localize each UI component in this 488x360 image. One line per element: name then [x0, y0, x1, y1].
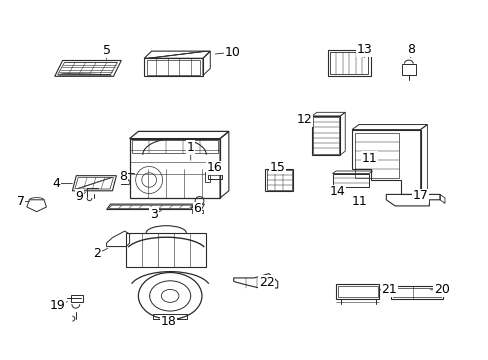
Text: 12: 12: [296, 113, 312, 126]
Bar: [327, 50, 370, 76]
Text: 16: 16: [206, 161, 222, 174]
Text: 22: 22: [258, 276, 274, 289]
Bar: [153, 314, 187, 319]
Bar: [144, 58, 203, 76]
Bar: [146, 60, 199, 75]
Bar: [354, 133, 398, 178]
Text: 7: 7: [17, 195, 24, 208]
Text: 10: 10: [224, 46, 240, 59]
Bar: [313, 117, 338, 154]
Bar: [132, 140, 217, 153]
Bar: [266, 170, 291, 190]
Bar: [390, 286, 442, 299]
Text: 2: 2: [93, 247, 101, 260]
Bar: [336, 284, 379, 299]
Bar: [129, 139, 220, 198]
Bar: [332, 174, 368, 187]
Bar: [264, 169, 293, 191]
Text: 1: 1: [186, 141, 194, 154]
Text: 3: 3: [150, 208, 158, 221]
Text: 11: 11: [361, 152, 376, 165]
Text: 14: 14: [329, 185, 345, 198]
Text: 4: 4: [52, 177, 60, 190]
Bar: [401, 64, 415, 75]
Text: 21: 21: [381, 283, 396, 296]
Text: 17: 17: [412, 189, 427, 202]
Bar: [207, 172, 222, 179]
Bar: [329, 52, 367, 74]
Bar: [71, 295, 83, 302]
Bar: [392, 288, 440, 297]
Text: 8: 8: [119, 170, 127, 183]
Text: 8: 8: [406, 43, 414, 56]
Text: 19: 19: [50, 299, 65, 312]
Text: 15: 15: [269, 161, 285, 174]
Bar: [311, 116, 340, 155]
Text: 11: 11: [351, 195, 367, 208]
Bar: [126, 233, 206, 267]
Text: 6: 6: [193, 202, 201, 215]
Bar: [192, 210, 203, 213]
Bar: [338, 286, 377, 297]
Text: 13: 13: [356, 43, 371, 56]
Text: 20: 20: [433, 283, 449, 296]
Text: 5: 5: [102, 44, 110, 57]
Text: 18: 18: [160, 315, 176, 328]
Bar: [205, 172, 210, 182]
Text: 9: 9: [75, 190, 83, 203]
